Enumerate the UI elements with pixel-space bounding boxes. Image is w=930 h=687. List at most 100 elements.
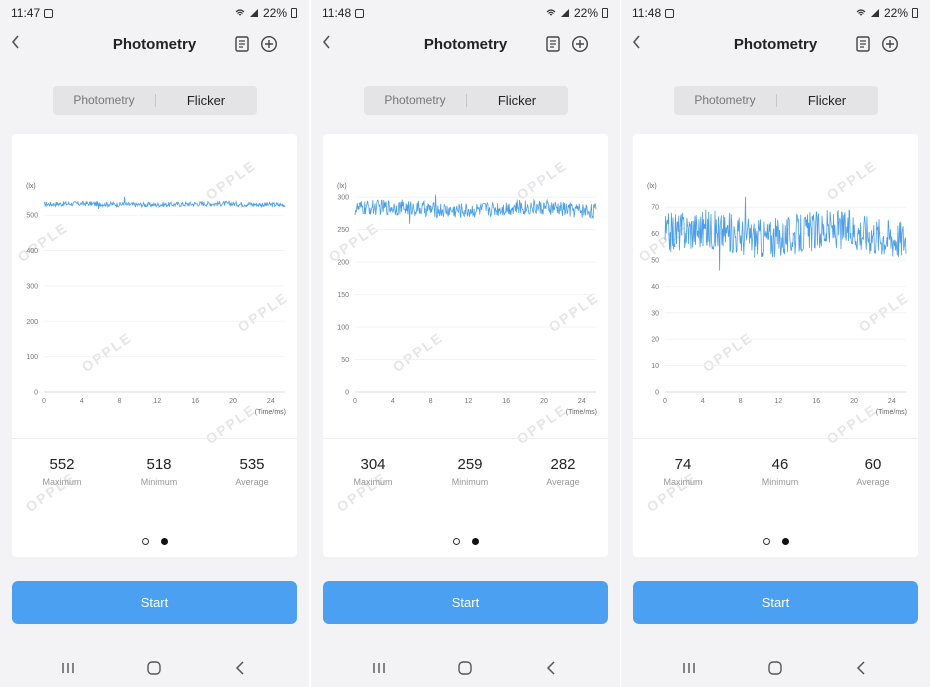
notification-icon [44, 8, 54, 18]
back-button[interactable] [627, 34, 647, 56]
plus-circle-icon[interactable] [260, 35, 278, 53]
x-tick-label: 4 [391, 398, 395, 405]
recent-apps-icon[interactable] [58, 659, 78, 677]
stat-label: Average [856, 477, 890, 487]
flicker-chart: (lx) 0 50 100 150 200 250 300 0 4 8 12 16 20 24 (Time/m… [337, 183, 597, 416]
home-icon[interactable] [144, 659, 164, 677]
wifi-icon [235, 9, 245, 16]
back-button[interactable] [317, 34, 337, 56]
home-icon[interactable] [455, 659, 475, 677]
stat-maximum: 304 Maximum [328, 456, 418, 487]
page-indicator [633, 538, 918, 546]
wifi-icon [546, 9, 556, 16]
chevron-left-icon [632, 35, 640, 49]
home-icon[interactable] [765, 659, 785, 677]
document-icon[interactable] [233, 35, 251, 53]
flicker-series-line [664, 196, 907, 271]
tab-photometry[interactable]: Photometry [73, 93, 135, 107]
y-tick-label: 500 [26, 213, 38, 220]
signal-icon [560, 9, 569, 17]
battery-icon [912, 8, 918, 18]
page-indicator [12, 538, 297, 546]
stat-value: 518 [146, 456, 172, 473]
back-nav-icon[interactable] [542, 659, 562, 677]
phone-screen: 11:48 22% Photometry Photometry Flicker … [311, 0, 620, 687]
stat-label: Minimum [761, 477, 799, 487]
x-tick-label: 20 [540, 398, 548, 405]
stat-minimum: 259 Minimum [425, 456, 515, 487]
y-tick-label: 250 [337, 227, 349, 234]
page-dot[interactable] [142, 538, 149, 545]
y-tick-label: 50 [341, 357, 349, 364]
system-nav-bar [0, 648, 309, 687]
y-tick-label: 0 [345, 390, 349, 397]
page-dot[interactable] [763, 538, 770, 545]
flicker-chart: (lx) 0 10 20 30 40 50 60 70 0 4 8 12 16 20 24 (Time/ms) [647, 183, 907, 416]
start-button[interactable]: Start [12, 581, 297, 624]
stat-value: 46 [771, 456, 789, 473]
page-dot-active[interactable] [782, 538, 789, 545]
x-tick-label: 8 [118, 398, 122, 405]
system-nav-bar [311, 648, 620, 687]
page-title: Photometry [423, 36, 508, 53]
back-nav-icon[interactable] [231, 659, 251, 677]
y-tick-label: 10 [651, 363, 659, 370]
tab-flicker[interactable]: Flicker [497, 93, 537, 108]
document-icon[interactable] [544, 35, 562, 53]
tab-divider [776, 94, 777, 107]
tab-divider [466, 94, 467, 107]
page-dot-active[interactable] [472, 538, 479, 545]
app-header: Photometry [0, 30, 309, 60]
stat-label: Minimum [140, 477, 178, 487]
recent-apps-icon[interactable] [679, 659, 699, 677]
battery-percent: 22% [573, 6, 598, 20]
status-bar: 11:48 22% [311, 0, 620, 26]
app-header: Photometry [311, 30, 620, 60]
stat-average: 282 Average [518, 456, 608, 487]
back-nav-icon[interactable] [852, 659, 872, 677]
stat-value: 60 [864, 456, 882, 473]
document-icon[interactable] [854, 35, 872, 53]
start-button[interactable]: Start [633, 581, 918, 624]
plus-circle-icon[interactable] [571, 35, 589, 53]
y-axis-label: (lx) [337, 183, 347, 190]
y-tick-label: 400 [26, 248, 38, 255]
x-tick-label: 4 [80, 398, 84, 405]
battery-icon [291, 8, 297, 18]
x-tick-label: 12 [465, 398, 473, 405]
x-tick-label: 24 [578, 398, 586, 405]
stat-label: Average [235, 477, 269, 487]
chevron-left-icon [322, 35, 330, 49]
recent-apps-icon[interactable] [369, 659, 389, 677]
status-bar: 11:48 22% [621, 0, 930, 26]
x-axis-label: (Time/ms) [255, 409, 286, 416]
x-tick-label: 0 [663, 398, 667, 405]
y-axis-label: (lx) [26, 183, 36, 190]
stat-value: 535 [239, 456, 265, 473]
start-button[interactable]: Start [323, 581, 608, 624]
tab-divider [155, 94, 156, 107]
y-tick-label: 0 [34, 390, 38, 397]
x-axis-label: (Time/ms) [566, 409, 597, 416]
plus-circle-icon[interactable] [881, 35, 899, 53]
y-tick-label: 30 [651, 310, 659, 317]
page-dot-active[interactable] [161, 538, 168, 545]
tab-photometry[interactable]: Photometry [384, 93, 446, 107]
stat-minimum: 46 Minimum [735, 456, 825, 487]
tab-photometry[interactable]: Photometry [694, 93, 756, 107]
back-button[interactable] [6, 34, 26, 56]
x-tick-label: 4 [701, 398, 705, 405]
stat-maximum: 74 Maximum [638, 456, 728, 487]
signal-icon [249, 9, 258, 17]
y-tick-label: 20 [651, 337, 659, 344]
tab-flicker[interactable]: Flicker [186, 93, 226, 108]
flicker-chart: (lx) 0 100 200 300 400 500 0 4 8 12 16 20 24 (Time/ms) [26, 183, 286, 416]
tab-flicker[interactable]: Flicker [807, 93, 847, 108]
page-dot[interactable] [453, 538, 460, 545]
y-tick-label: 0 [655, 390, 659, 397]
stat-label: Maximum [663, 477, 703, 487]
status-time: 11:47 [11, 6, 41, 20]
stat-label: Maximum [42, 477, 82, 487]
status-bar: 11:47 22% [0, 0, 309, 26]
y-tick-label: 70 [651, 205, 659, 212]
